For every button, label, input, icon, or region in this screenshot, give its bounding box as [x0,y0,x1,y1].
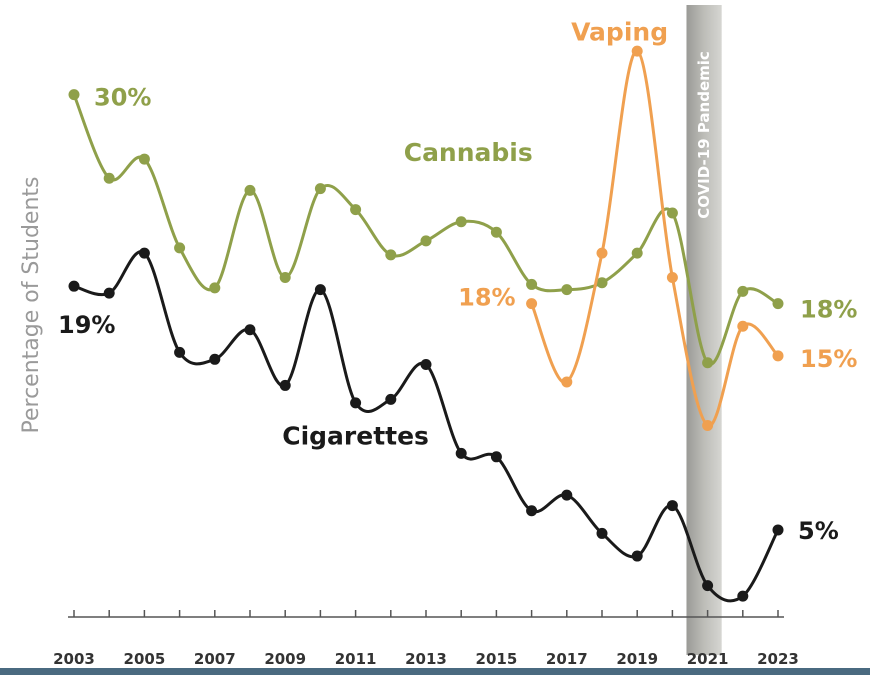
cannabis-point [420,235,432,247]
vaping-series-label: Vaping [571,18,668,47]
cannabis-point [702,357,714,369]
cannabis-point [772,298,784,310]
cigarettes-point [385,393,397,405]
cigarettes-point [279,379,291,391]
cigarettes-point [455,447,467,459]
cigarettes-point [314,284,326,296]
x-tick-label: 2015 [476,650,518,668]
cannabis-point [526,278,538,290]
x-axis: 2003 2005 2007 2009 2011 2013 2015 2017 2019 2021… [53,610,799,668]
x-tick-label: 2023 [757,650,799,668]
x-tick-label: 2005 [124,650,166,668]
cigarettes-point [174,346,186,358]
x-tick-label: 2013 [405,650,447,668]
cigarettes-point [490,451,502,463]
cigarettes-point [631,550,643,562]
cannabis-point [314,183,326,195]
x-tick-label: 2003 [53,650,95,668]
bottom-border-bar [0,668,870,675]
cannabis-point [350,204,362,216]
cannabis-point [209,282,221,294]
cannabis-point [244,184,256,196]
cannabis-line [72,94,779,366]
vaping-point [596,247,608,259]
vaping-point [631,45,643,57]
cigarettes-end-value-label: 5% [798,517,839,545]
cannabis-point [596,277,608,289]
cannabis-point [103,172,115,184]
cigarettes-point [526,505,538,517]
cigarettes-line [73,250,780,603]
vaping-end-value-label: 15% [800,345,857,373]
cannabis-point [138,153,150,165]
covid-band-layer: COVID-19 Pandemic [686,5,722,655]
cannabis-start-value-label: 30% [94,84,151,112]
vaping-start-value-label: 18% [458,284,515,312]
cigarettes-point [244,324,256,336]
covid-band-label: COVID-19 Pandemic [695,51,713,219]
vaping-point [666,271,678,283]
cigarettes-point [138,247,150,259]
annotation-labels: Cannabis 30% 18% Cigarettes 19% 5% Vaping 18% 15… [58,18,857,545]
cannabis-point [666,207,678,219]
x-tick-label: 2009 [264,650,306,668]
cannabis-point [561,284,573,296]
cannabis-point [68,89,80,101]
cannabis-point [631,247,643,259]
series-lines [68,45,784,603]
cigarettes-point [103,287,115,299]
x-tick-label: 2021 [687,650,729,668]
x-tick-label: 2019 [616,650,658,668]
cigarettes-start-value-label: 19% [58,311,115,339]
cigarettes-point [772,524,784,536]
vaping-point [526,298,538,310]
x-tick-label: 2017 [546,650,588,668]
cannabis-point [279,271,291,283]
cigarettes-point [666,500,678,512]
x-tick-label: 2011 [335,650,377,668]
cannabis-series-label: Cannabis [404,138,533,167]
vaping-point [737,320,749,332]
cannabis-point [490,226,502,238]
cigarettes-point [350,397,362,409]
vaping-point [702,419,714,431]
cigarettes-point [420,359,432,371]
cigarettes-point [702,580,714,592]
cannabis-end-value-label: 18% [800,296,857,324]
cigarettes-point [561,489,573,501]
cannabis-point [737,285,749,297]
cigarettes-point [737,590,749,602]
vaping-line [530,49,780,427]
cannabis-point [455,216,467,228]
cigarettes-point [209,353,221,365]
vaping-point [772,350,784,362]
cannabis-point [385,249,397,261]
cigarettes-series-label: Cigarettes [282,422,429,451]
x-tick-label: 2007 [194,650,236,668]
vaping-point [561,376,573,388]
y-axis-label: Percentage of Students [19,176,44,433]
cigarettes-point [596,527,608,539]
cigarettes-point [68,280,80,292]
cannabis-point [174,242,186,254]
